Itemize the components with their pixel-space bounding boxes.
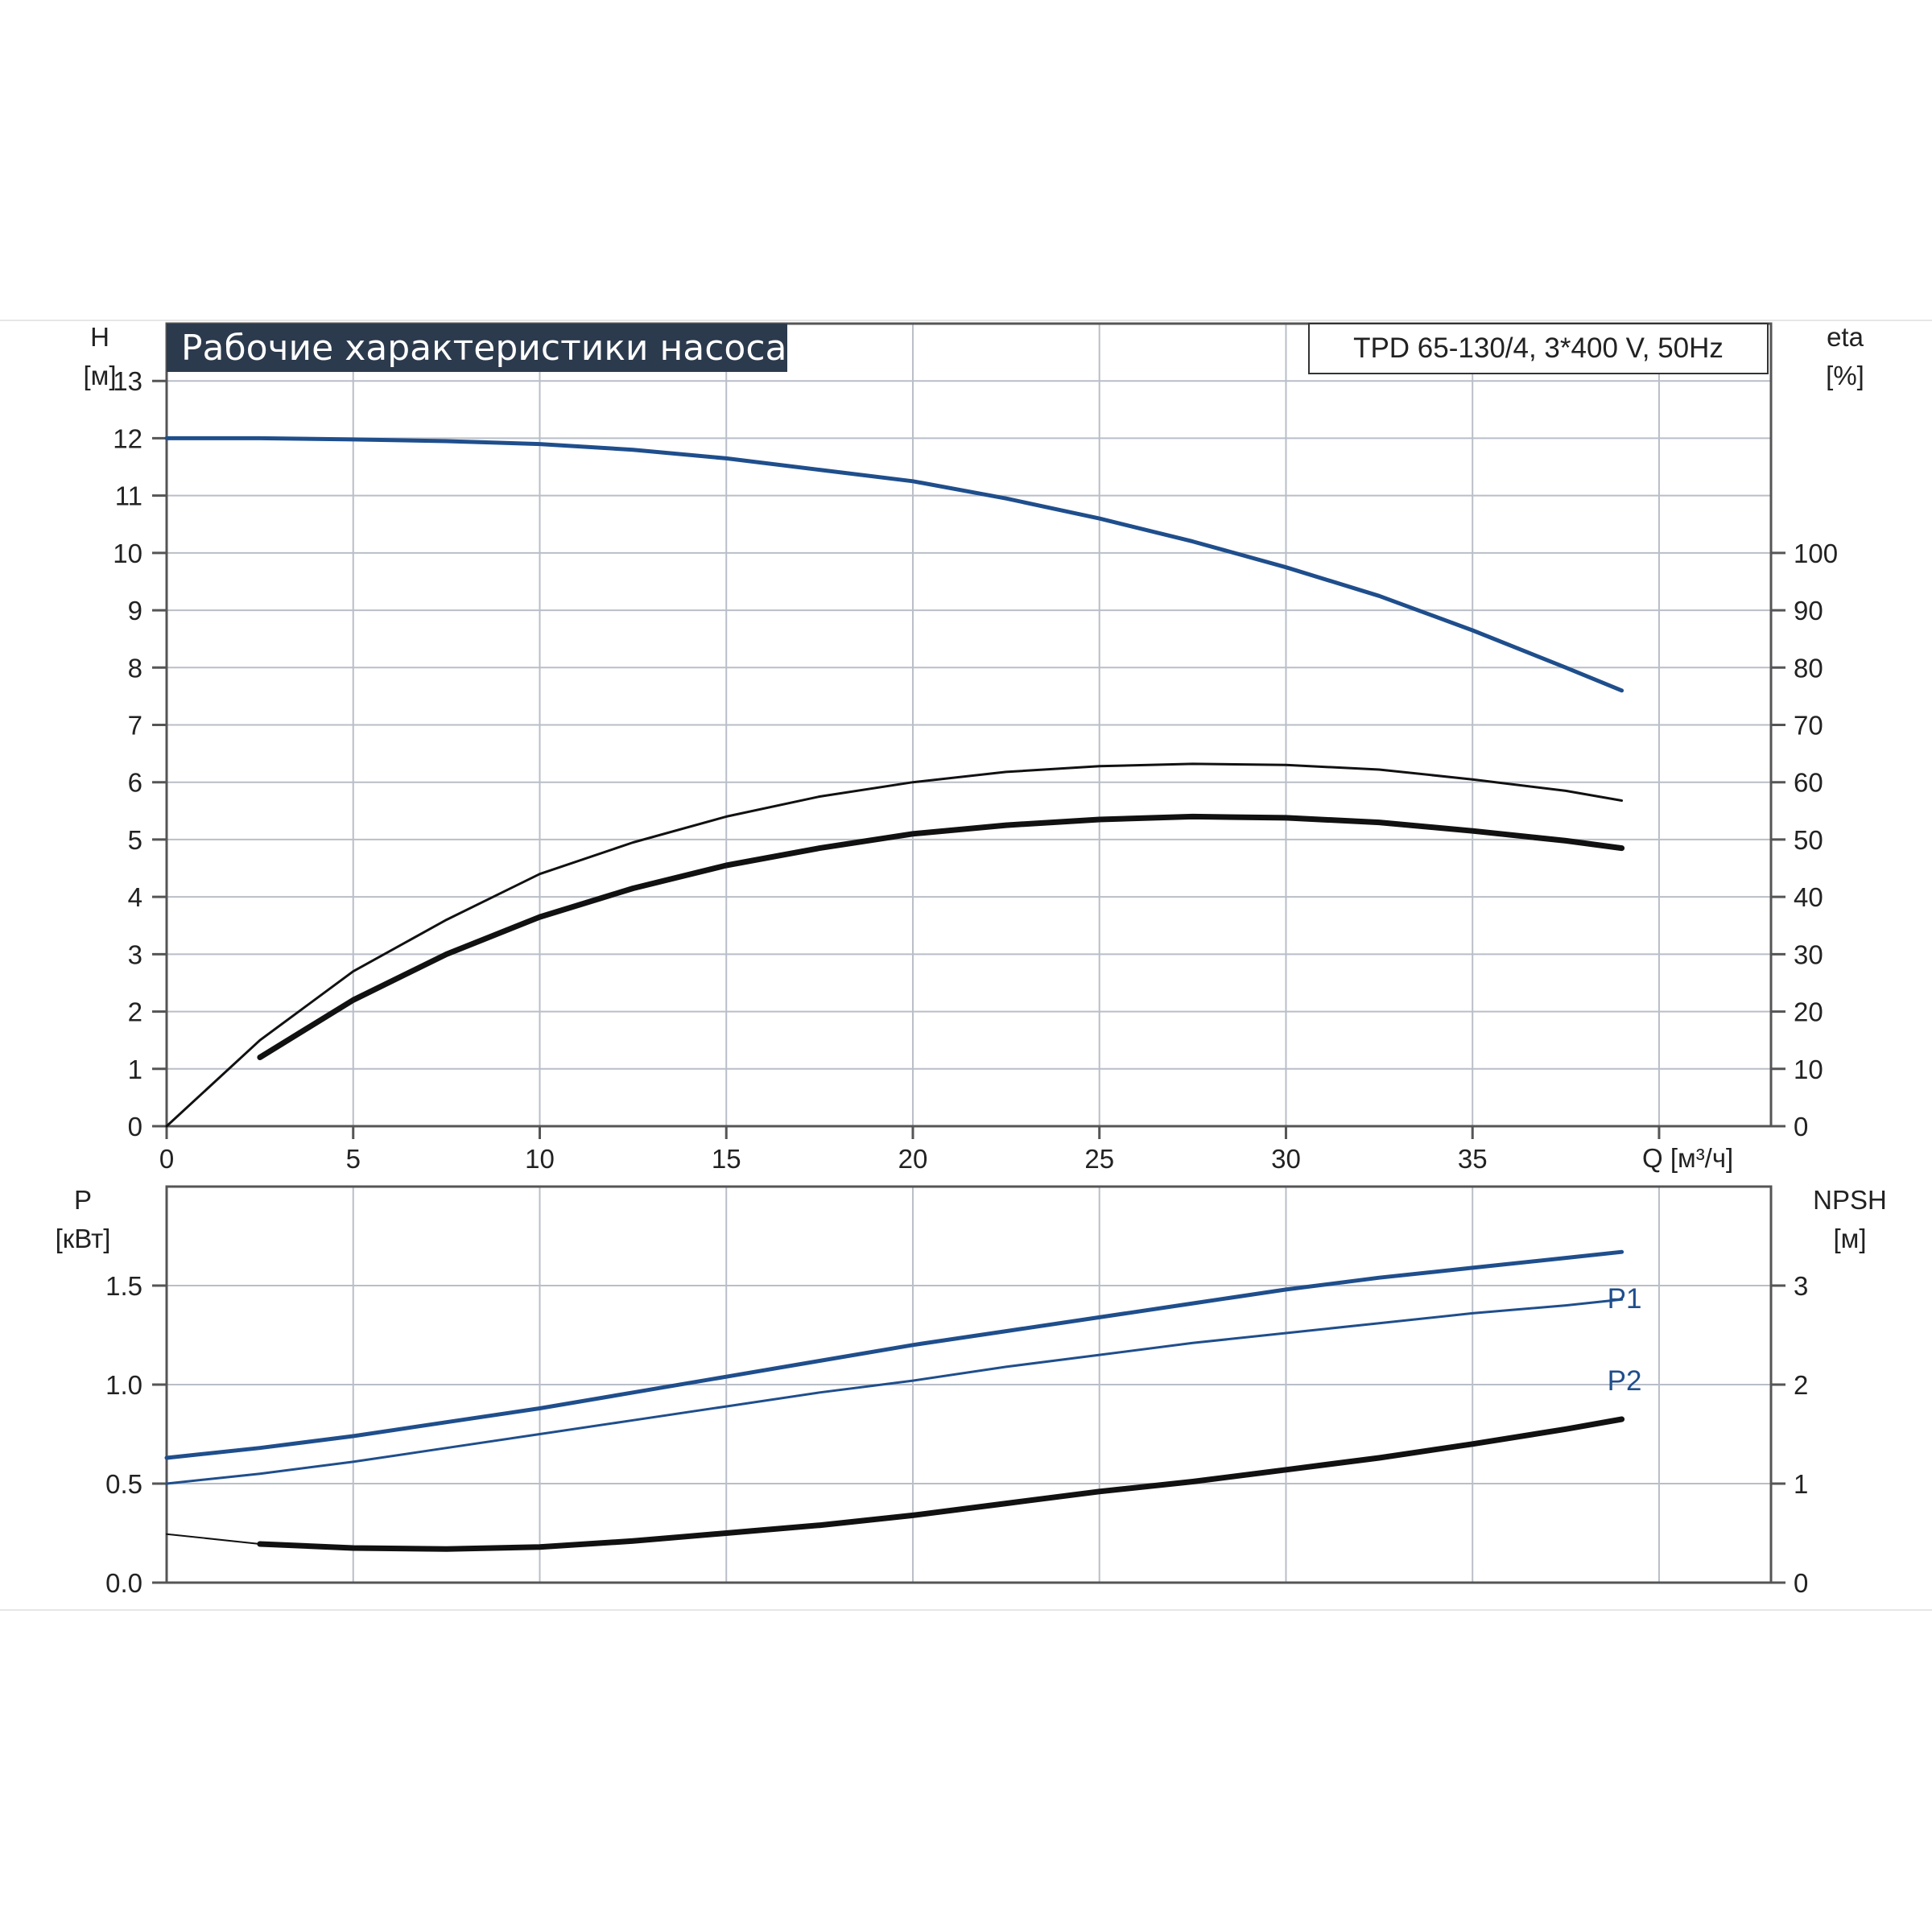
npsh-axis-label: NPSH [1813,1185,1887,1215]
top-series-line-1 [165,762,1624,1128]
top-left-tick-label: 10 [113,539,142,568]
bottom-left-tick-label: 0.0 [105,1568,142,1598]
power-npsh-chart: 0.0 0.5 1.0 1.5 0 1 2 3 P [кВт] NPSH [м] P1 P2 [56,1185,1887,1598]
top-left-tick-label: 5 [128,825,142,855]
x-tick-label: 10 [525,1144,555,1174]
top-left-tick-label: 7 [128,711,142,741]
top-left-tick-label: 2 [128,997,142,1027]
bottom-left-tick-label: 1.5 [105,1271,142,1301]
top-left-tick-label: 0 [128,1112,142,1141]
eta-axis-unit: [%] [1826,361,1864,390]
power-axis-label: P [74,1185,92,1215]
x-tick-label: 5 [346,1144,361,1174]
x-tick-label: 25 [1084,1144,1114,1174]
bottom-series-line-2 [166,1533,261,1545]
top-right-tick-label: 70 [1794,711,1823,741]
top-series-line-0 [164,436,1624,693]
top-left-tick-label: 3 [128,939,142,969]
top-series-line-2 [257,813,1625,1060]
model-box [1308,323,1769,374]
top-right-tick-label: 40 [1794,882,1823,912]
top-left-tick-label: 8 [128,653,142,683]
top-right-tick-label: 60 [1794,768,1823,798]
top-right-tick-label: 0 [1794,1112,1808,1141]
bottom-axis-ticks: 0.0 0.5 1.0 1.5 0 1 2 3 [105,1271,1808,1598]
head-efficiency-chart: 0123456789101112130102030405060708090100… [83,322,1864,1174]
top-left-tick-label: 13 [113,366,142,396]
bottom-left-tick-label: 0.5 [105,1469,142,1499]
top-left-tick-label: 9 [128,596,142,625]
bottom-series [164,1249,1625,1552]
power-axis-unit: [кВт] [56,1224,111,1253]
top-right-tick-label: 20 [1794,997,1823,1027]
bottom-right-tick-label: 1 [1794,1469,1808,1499]
top-left-tick-label: 4 [128,882,142,912]
chart-title: Рабочие характеристики насоса [181,328,786,369]
bottom-right-tick-label: 2 [1794,1370,1808,1400]
top-axis-ticks: 0123456789101112130102030405060708090100… [113,366,1838,1174]
model-label: TPD 65-130/4, 3*400 V, 50Hz [1353,332,1724,364]
top-left-tick-label: 11 [115,481,142,511]
title-banner [167,324,787,372]
bottom-series-line-3 [257,1416,1625,1552]
p1-series-label: P1 [1608,1283,1642,1315]
p2-series-label: P2 [1608,1365,1642,1397]
top-right-tick-label: 80 [1794,653,1823,683]
bottom-grid [167,1187,1771,1583]
bottom-right-tick-label: 0 [1794,1568,1808,1598]
top-right-tick-label: 100 [1794,539,1838,568]
top-right-tick-label: 50 [1794,825,1823,855]
top-right-tick-label: 10 [1794,1055,1823,1084]
top-grid [167,324,1771,1126]
bottom-right-tick-label: 3 [1794,1271,1808,1301]
npsh-axis-unit: [м] [1833,1224,1866,1253]
bottom-series-line-0 [164,1249,1624,1460]
x-tick-label: 15 [712,1144,741,1174]
top-right-tick-label: 90 [1794,596,1823,625]
eta-axis-label: eta [1827,322,1864,352]
top-left-tick-label: 1 [128,1055,142,1084]
head-axis-unit: [м] [83,361,116,390]
x-tick-label: 0 [159,1144,174,1174]
flow-axis-label: Q [м³/ч] [1642,1143,1733,1173]
bottom-left-tick-label: 1.0 [105,1370,142,1400]
top-right-tick-label: 30 [1794,939,1823,969]
top-series [164,436,1625,1128]
top-left-tick-label: 6 [128,768,142,798]
head-axis-label: H [90,322,109,352]
bottom-series-line-1 [165,1298,1624,1485]
top-left-tick-label: 12 [113,423,142,453]
x-tick-label: 30 [1271,1144,1301,1174]
x-tick-label: 35 [1458,1144,1488,1174]
x-tick-label: 20 [898,1144,928,1174]
